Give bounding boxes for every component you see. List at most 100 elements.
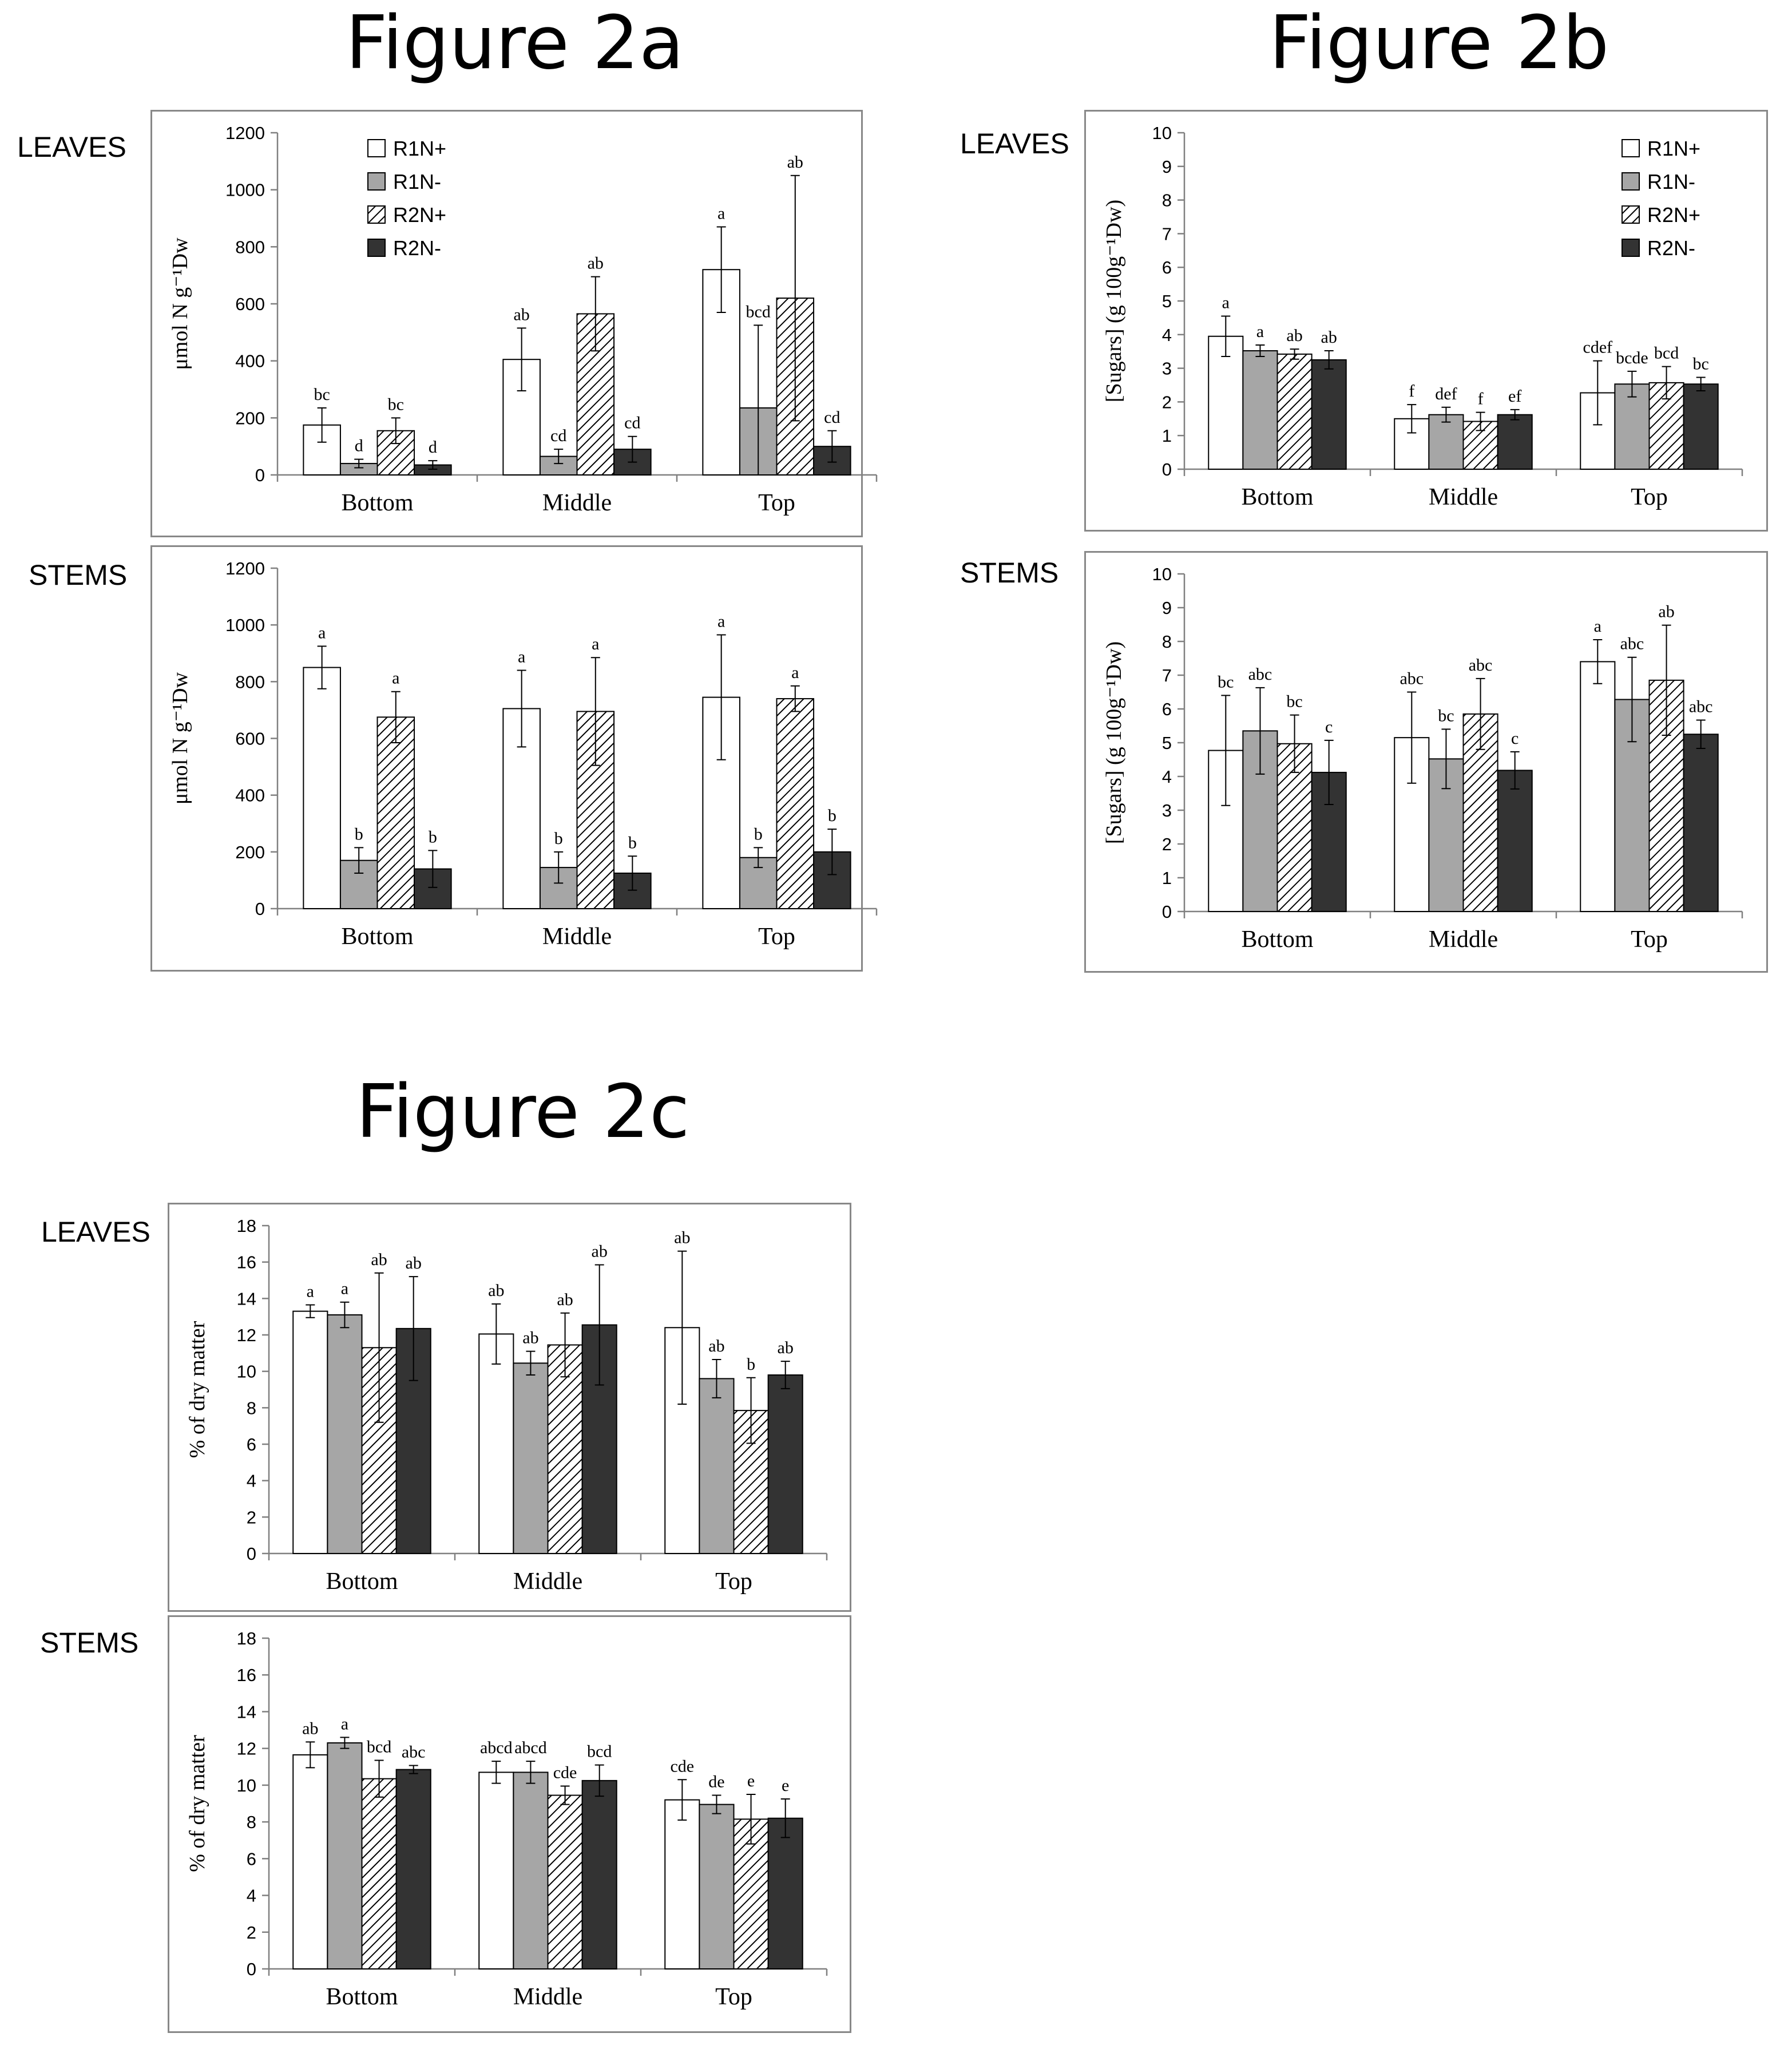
significance-label: b [355,825,363,843]
y-axis-label: [Sugars] (g 100g⁻¹Dw) [1102,200,1126,402]
x-category-label: Bottom [1241,926,1313,953]
y-tick-label: 5 [1162,733,1172,753]
y-tick-label: 400 [235,351,265,371]
y-tick-label: 3 [1162,359,1172,379]
y-tick-label: 12 [237,1739,256,1759]
significance-label: f [1478,390,1484,409]
significance-label: ab [1658,603,1674,621]
bar-r2nplus [376,716,415,909]
bar-r2nplus [547,1344,583,1554]
legend-swatch [1621,239,1640,257]
significance-label: abc [1620,635,1644,653]
y-tick-label: 0 [255,465,265,485]
x-category-label: Bottom [1241,484,1313,510]
y-tick-label: 4 [247,1471,256,1491]
y-tick-label: 18 [237,1216,256,1236]
significance-label: b [554,829,563,848]
bar-r2nplus [547,1794,583,1969]
significance-label: ef [1508,387,1521,406]
y-tick-label: 0 [247,1959,256,1979]
row-label-stems: STEMS [40,1627,139,1659]
x-category-label: Middle [542,490,612,516]
y-tick-label: 600 [235,729,265,749]
significance-label: def [1435,385,1457,403]
y-tick-label: 9 [1162,598,1172,618]
bar-r2nminus [767,1374,803,1554]
y-tick-label: 3 [1162,800,1172,821]
significance-label: bc [1286,692,1302,711]
significance-label: abc [1248,665,1272,684]
y-tick-label: 16 [237,1253,256,1273]
y-tick-label: 10 [1152,123,1172,143]
significance-label: a [592,635,599,653]
legend-swatch [1621,172,1640,191]
y-tick-label: 10 [237,1362,256,1382]
x-category-label: Bottom [326,1568,398,1595]
x-category-label: Bottom [341,924,413,950]
bar-r2nplus [1276,353,1313,470]
y-tick-label: 200 [235,408,265,428]
bar-r2nminus [1497,770,1533,912]
y-tick-label: 0 [247,1544,256,1564]
y-tick-label: 5 [1162,291,1172,311]
y-tick-label: 10 [1152,564,1172,584]
significance-label: a [392,669,399,688]
x-category-label: Middle [542,924,612,950]
bar-r1nminus [327,1314,363,1554]
legend-label: R1N- [393,170,441,193]
significance-label: cd [624,414,640,433]
significance-label: ab [302,1719,318,1738]
bar-r1nplus [1208,335,1244,470]
x-category-label: Top [758,924,795,950]
legend-label: R2N- [393,236,441,260]
bar-r2nminus [1311,359,1347,470]
significance-label: abc [1689,697,1713,716]
significance-label: f [1409,382,1414,401]
significance-label: d [429,438,437,457]
bar-r1nplus [292,1754,328,1969]
y-tick-label: 8 [247,1812,256,1832]
significance-label: bc [1438,706,1454,725]
y-tick-label: 2 [247,1507,256,1527]
bar-r2nminus [1683,734,1719,912]
y-tick-label: 1000 [225,180,265,200]
significance-label: bc [388,395,404,414]
y-tick-label: 18 [237,1628,256,1648]
y-tick-label: 8 [1162,191,1172,211]
significance-label: a [341,1714,348,1733]
y-tick-label: 6 [247,1849,256,1869]
x-category-label: Top [1631,484,1668,510]
bar-r1nminus [339,859,378,909]
x-category-label: Bottom [341,490,413,516]
bar-r1nminus [1428,414,1464,470]
significance-label: ab [787,153,803,172]
bar-r2nplus [361,1778,397,1969]
bar-r2nminus [767,1817,803,1969]
x-category-label: Top [758,490,795,516]
legend-label: R1N- [1647,170,1695,193]
legend-swatch [367,172,386,191]
bar-r1nplus [478,1333,514,1555]
figure-2a-title: Figure 2a [346,1,684,86]
y-tick-label: 6 [1162,699,1172,719]
significance-label: a [1256,322,1264,341]
chart-fig2a-stems: 0 200 400 600 800 1000 1200 Bottom Middle Top μmol… [150,545,878,972]
significance-label: b [429,827,437,846]
y-tick-label: 6 [1162,257,1172,278]
significance-label: b [828,806,836,825]
significance-label: ab [406,1254,422,1273]
significance-label: ab [592,1242,608,1261]
significance-label: cd [824,408,840,427]
significance-label: bc [1693,354,1709,373]
legend-swatch [367,239,386,257]
legend-swatch [367,205,386,224]
legend-label: R2N+ [393,203,446,227]
significance-label: ab [708,1337,724,1356]
significance-label: cde [670,1757,694,1775]
y-tick-label: 0 [1162,459,1172,479]
significance-label: a [341,1279,348,1298]
significance-label: ab [588,254,604,273]
significance-label: bcd [1654,344,1679,363]
significance-label: b [628,833,637,852]
significance-label: bcde [1616,348,1648,367]
